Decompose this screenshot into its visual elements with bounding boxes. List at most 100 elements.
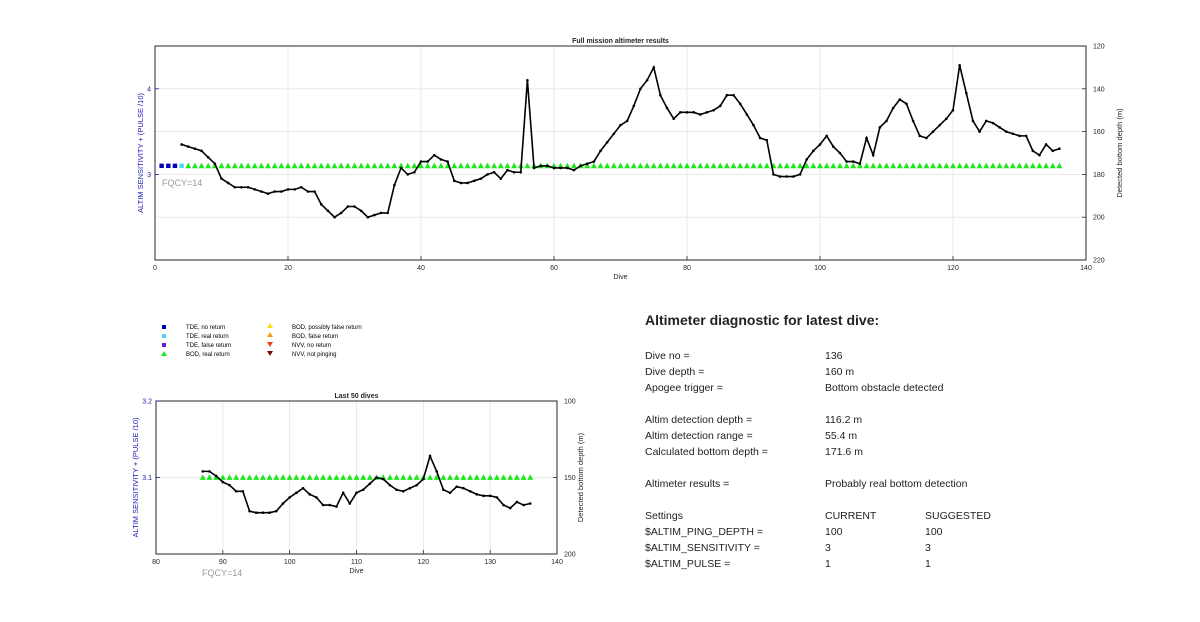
- x-tick-label: 60: [550, 265, 558, 272]
- bod-real-return-marker: [504, 162, 511, 169]
- bottom-depth-point: [208, 470, 211, 473]
- bod-real-return-marker: [206, 474, 213, 480]
- bod-real-return-marker: [353, 474, 360, 480]
- bod-real-return-marker: [406, 474, 413, 480]
- sensitivity-label: $ALTIM_SENSITIVITY =: [645, 542, 760, 554]
- bottom-depth-point: [435, 470, 439, 473]
- bottom-depth-point: [395, 488, 398, 492]
- bod-real-return-marker: [487, 474, 494, 480]
- y-left-tick-label: 4: [147, 86, 151, 93]
- last-50-title: Last 50 dives: [335, 393, 379, 400]
- bottom-depth-point: [891, 106, 895, 110]
- y-right-tick-label: 200: [1093, 215, 1105, 222]
- bod-real-return-marker: [333, 474, 340, 480]
- y-right-tick-label: 140: [1093, 86, 1105, 93]
- bod-real-return-marker: [996, 162, 1003, 169]
- bottom-depth-point: [1004, 130, 1008, 133]
- sensitivity-row: $ALTIM_SENSITIVITY = 3 3: [645, 542, 1165, 558]
- bod-real-return-marker: [1049, 162, 1056, 169]
- bottom-depth-point: [865, 136, 868, 140]
- last-50-dives-chart: 80 90 100 110 120 130 140 100 150 200 3.1 3.2 Last …: [131, 393, 585, 578]
- x-tick-label: 140: [551, 559, 563, 566]
- bottom-depth-point: [745, 113, 749, 116]
- bottom-depth-point: [785, 175, 789, 178]
- bottom-depth-point: [228, 483, 231, 487]
- bottom-depth-point: [951, 108, 955, 112]
- bottom-depth-line: [181, 65, 1060, 219]
- bottom-depth-point: [375, 476, 378, 479]
- last-50-series: [199, 453, 534, 514]
- y-right-tick-label: 150: [564, 475, 576, 482]
- bod-real-return-marker: [338, 162, 345, 169]
- bod-real-return-marker: [411, 162, 418, 169]
- bod-real-return-marker: [943, 162, 950, 169]
- bod-real-return-marker: [424, 162, 431, 169]
- legend-marker-bod-false-return: [267, 332, 273, 337]
- bod-real-return-marker: [637, 162, 644, 169]
- bottom-depth-point: [361, 488, 365, 492]
- full-mission-title: Full mission altimeter results: [572, 38, 669, 45]
- bottom-depth-point: [293, 188, 296, 191]
- bottom-depth-point: [226, 181, 230, 185]
- bod-real-return-marker: [437, 162, 444, 169]
- bottom-depth-point: [692, 111, 695, 114]
- bod-real-return-marker: [304, 162, 311, 169]
- bottom-depth-point: [645, 78, 649, 82]
- bottom-depth-point: [738, 102, 742, 106]
- settings-header-row: Settings CURRENT SUGGESTED: [645, 510, 1165, 526]
- bottom-depth-point: [353, 205, 356, 208]
- bottom-depth-point: [805, 158, 808, 161]
- bottom-depth-point: [512, 170, 516, 174]
- tde-marker: [166, 163, 171, 169]
- bod-real-return-marker: [219, 474, 226, 480]
- bottom-depth-point: [426, 160, 429, 163]
- bottom-depth-point: [286, 188, 290, 191]
- bod-real-return-marker: [298, 162, 305, 169]
- bod-real-return-marker: [364, 162, 371, 169]
- bod-real-return-marker: [285, 162, 291, 169]
- bod-real-return-marker: [890, 162, 897, 169]
- bottom-depth-point: [273, 190, 277, 193]
- y-right-tick-label: 120: [1093, 44, 1105, 51]
- bottom-depth-point: [792, 175, 795, 178]
- bod-real-return-marker: [205, 162, 212, 169]
- x-tick-label: 90: [219, 559, 227, 566]
- bottom-depth-point: [313, 190, 316, 193]
- bottom-depth-point: [938, 123, 941, 127]
- bod-real-return-marker: [783, 162, 790, 169]
- bod-real-return-marker: [624, 162, 631, 169]
- bottom-depth-point: [585, 162, 589, 165]
- bod-real-return-marker: [477, 162, 484, 169]
- sensitivity-suggested: 3: [925, 542, 931, 554]
- legend-marker-bod-possibly-false: [267, 323, 273, 328]
- bod-real-return-marker: [830, 162, 837, 169]
- bottom-depth-point: [373, 213, 376, 217]
- bottom-depth-point: [679, 111, 682, 114]
- full-mission-series: [159, 63, 1063, 219]
- calculated-bottom-label: Calculated bottom depth =: [645, 446, 768, 458]
- bottom-depth-point: [448, 491, 452, 495]
- legend-label-tde-real-return: TDE, real return: [186, 334, 229, 340]
- bottom-depth-point: [246, 185, 250, 189]
- bod-real-return-marker: [198, 162, 205, 169]
- bod-real-return-marker: [460, 474, 467, 480]
- bottom-depth-point: [193, 147, 197, 151]
- bottom-depth-point: [639, 87, 642, 91]
- bottom-depth-point: [665, 106, 669, 110]
- bod-real-return-marker: [976, 162, 983, 169]
- bottom-depth-point: [878, 126, 882, 129]
- bod-real-return-marker: [703, 162, 710, 169]
- legend-label-tde-no-return: TDE, no return: [186, 325, 225, 331]
- bod-real-return-marker: [306, 474, 313, 480]
- tde-marker: [159, 163, 164, 169]
- bod-real-return-marker: [340, 474, 347, 480]
- bod-real-return-marker: [497, 162, 504, 169]
- bottom-depth-point: [778, 175, 782, 178]
- bod-real-return-marker: [1056, 162, 1063, 169]
- bod-real-return-marker: [447, 474, 454, 480]
- legend-marker-tde-no-return: [162, 325, 166, 329]
- bottom-depth-point: [619, 123, 622, 127]
- bod-real-return-marker: [1029, 162, 1036, 169]
- bottom-depth-point: [1058, 147, 1061, 151]
